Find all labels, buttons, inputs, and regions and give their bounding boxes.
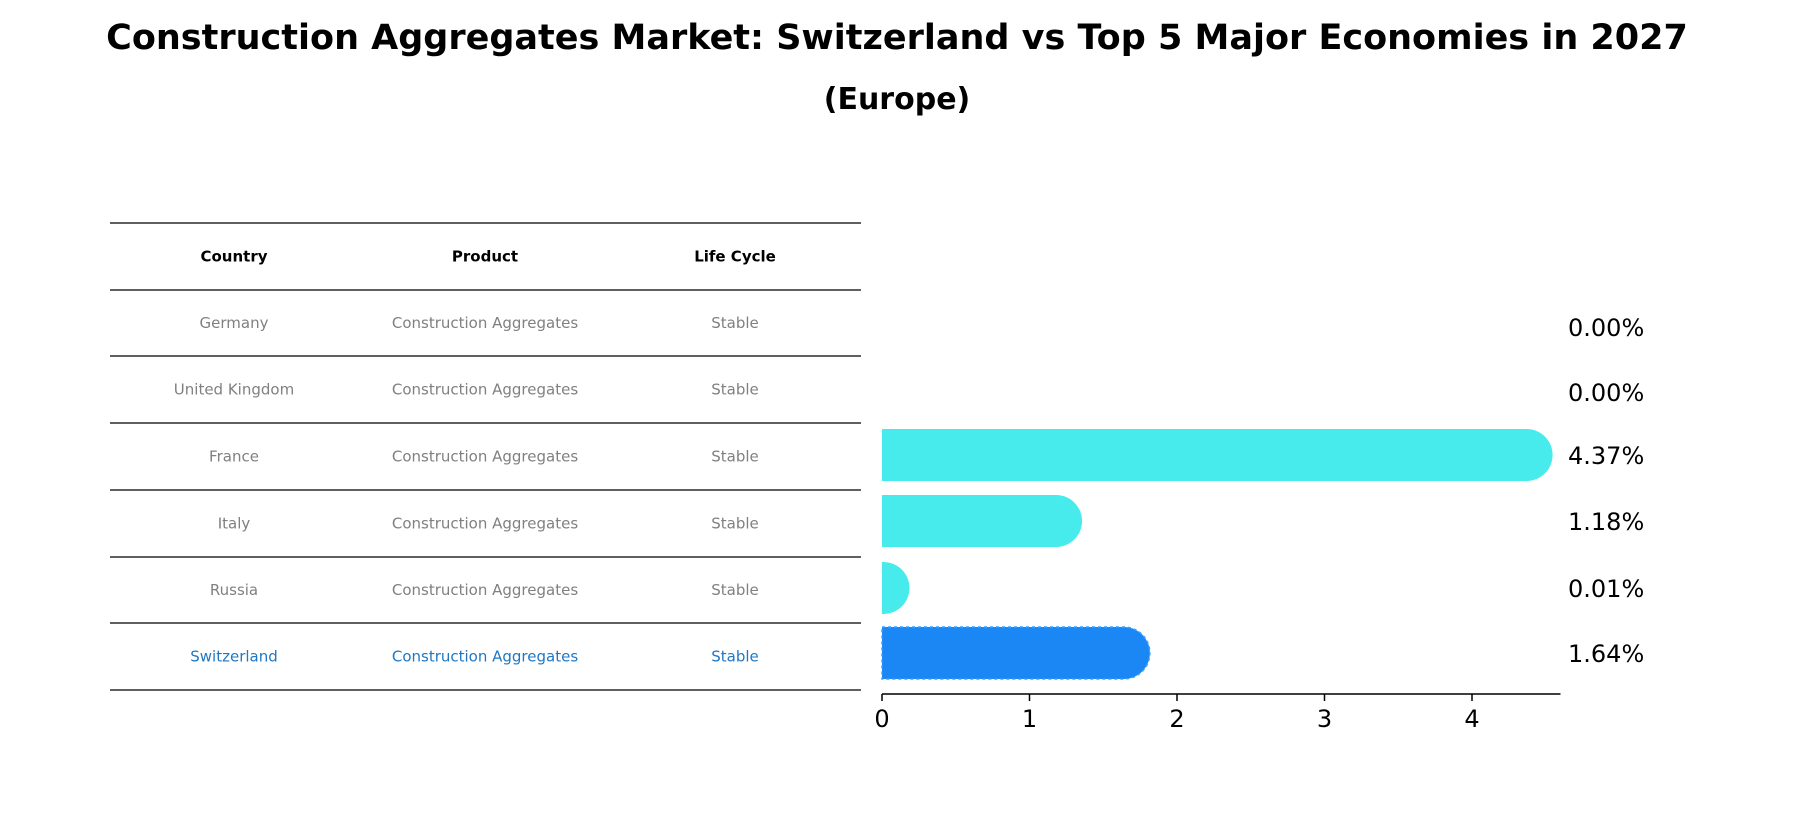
- table-cell-product: Construction Aggregates: [392, 515, 578, 533]
- table-cell-country: Russia: [210, 581, 258, 599]
- table-header-cell: Life Cycle: [694, 248, 776, 266]
- table-row: Italy Construction Aggregates Stable: [218, 515, 759, 533]
- table-cell-life-cycle: Stable: [711, 581, 759, 599]
- table-header-cell: Country: [200, 248, 267, 266]
- bar-value-label: 0.01%: [1568, 575, 1644, 603]
- bar-france: [882, 429, 1553, 481]
- table-row: France Construction Aggregates Stable: [209, 448, 759, 466]
- table-cell-life-cycle: Stable: [711, 648, 759, 666]
- table-cell-country: France: [209, 448, 259, 466]
- table-row: United Kingdom Construction Aggregates Sta…: [174, 381, 759, 399]
- x-tick-label: 4: [1464, 705, 1479, 733]
- bar-value-label: 4.37%: [1568, 442, 1644, 470]
- data-table: Country Product Life Cycle Germany Construct…: [110, 222, 861, 691]
- x-axis: 0 1 2 3 4: [874, 693, 1561, 733]
- table-header-cell: Product: [452, 248, 518, 266]
- table-cell-product: Construction Aggregates: [392, 314, 578, 332]
- bar-value-label: 0.00%: [1568, 379, 1644, 407]
- x-tick-label: 1: [1022, 705, 1037, 733]
- table-cell-life-cycle: Stable: [711, 515, 759, 533]
- bar-russia: [882, 562, 910, 614]
- bar-value-label: 0.00%: [1568, 314, 1644, 342]
- chart-title: Construction Aggregates Market: Switzerl…: [106, 18, 1688, 58]
- x-tick-label: 3: [1317, 705, 1332, 733]
- bar-italy: [882, 495, 1083, 547]
- table-cell-life-cycle: Stable: [711, 448, 759, 466]
- table-row: Switzerland Construction Aggregates Stable: [190, 648, 759, 666]
- table-cell-country: Germany: [200, 314, 269, 332]
- table-cell-country: United Kingdom: [174, 381, 294, 399]
- x-tick-label: 0: [874, 705, 889, 733]
- table-cell-country: Switzerland: [190, 648, 278, 666]
- table-cell-product: Construction Aggregates: [392, 581, 578, 599]
- table-row: Russia Construction Aggregates Stable: [210, 581, 759, 599]
- bar-value-label: 1.64%: [1568, 640, 1644, 668]
- x-tick-label: 2: [1169, 705, 1184, 733]
- table-cell-product: Construction Aggregates: [392, 381, 578, 399]
- bar-value-label: 1.18%: [1568, 508, 1644, 536]
- table-cell-product: Construction Aggregates: [392, 448, 578, 466]
- table-cell-country: Italy: [218, 515, 251, 533]
- bar-chart: 0.00% 0.00% 4.37% 1.18% 0.01% 1.64%: [881, 314, 1644, 680]
- table-row: Germany Construction Aggregates Stable: [200, 314, 759, 332]
- table-cell-product: Construction Aggregates: [392, 648, 578, 666]
- chart-subtitle: (Europe): [824, 82, 971, 117]
- table-cell-life-cycle: Stable: [711, 314, 759, 332]
- table-cell-life-cycle: Stable: [711, 381, 759, 399]
- bar-switzerland: [881, 626, 1151, 680]
